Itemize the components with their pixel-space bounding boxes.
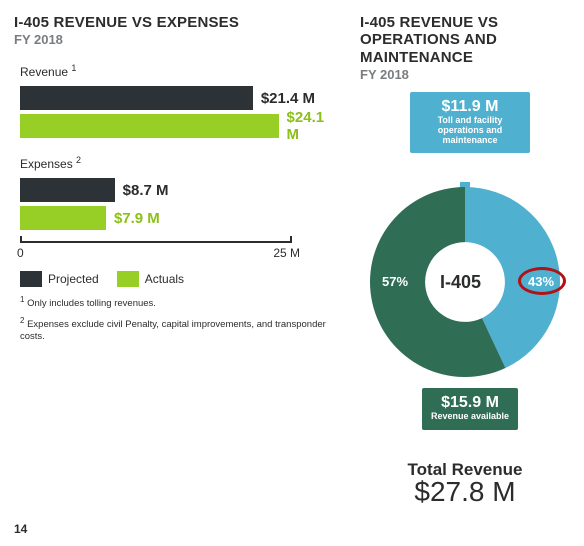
bar-chart-panel: I-405 REVENUE VS EXPENSES FY 2018 Revenu… bbox=[14, 14, 340, 512]
bar-value-label: $8.7 M bbox=[123, 182, 169, 199]
bar-groups: Revenue 1 $21.4 M $24.1 M Expenses 2 $8.7 M $… bbox=[14, 63, 340, 231]
callout-ops-desc: Toll and facility operations and mainten… bbox=[414, 116, 526, 146]
axis-tick-min: 0 bbox=[17, 246, 24, 260]
bar-value-label: $7.9 M bbox=[114, 210, 160, 227]
bar-row: $8.7 M bbox=[20, 177, 340, 203]
donut-center-label: I-405 bbox=[440, 272, 481, 293]
callout-avail-value: $15.9 M bbox=[426, 394, 514, 412]
axis-tick-max: 25 M bbox=[273, 246, 300, 260]
pct-label-available: 57% bbox=[382, 274, 408, 289]
callout-avail-desc: Revenue available bbox=[426, 412, 514, 422]
footnote: 2 Expenses exclude civil Penalty, capita… bbox=[20, 316, 340, 343]
bar-row: $24.1 M bbox=[20, 113, 340, 139]
highlight-ring-icon bbox=[518, 267, 566, 295]
callout-ops: $11.9 M Toll and facility operations and… bbox=[410, 92, 530, 154]
bar-value-label: $24.1 M bbox=[287, 109, 340, 143]
bar-projected bbox=[20, 86, 253, 110]
total-revenue-value: $27.8 M bbox=[360, 476, 570, 508]
footnote: 1 Only includes tolling revenues. bbox=[20, 295, 340, 310]
right-title: I-405 REVENUE VS OPERATIONS AND MAINTENA… bbox=[360, 14, 570, 66]
group-label: Revenue 1 bbox=[20, 63, 340, 79]
donut-wrap: $11.9 M Toll and facility operations and… bbox=[360, 92, 570, 512]
group-label: Expenses 2 bbox=[20, 155, 340, 171]
bar-value-label: $21.4 M bbox=[261, 90, 315, 107]
legend-item: Projected bbox=[20, 271, 99, 287]
legend: Projected Actuals bbox=[20, 271, 340, 287]
footnotes: 1 Only includes tolling revenues. 2 Expen… bbox=[14, 295, 340, 343]
left-subtitle: FY 2018 bbox=[14, 32, 340, 47]
bar-actuals bbox=[20, 206, 106, 230]
left-title: I-405 REVENUE VS EXPENSES bbox=[14, 14, 340, 31]
legend-item: Actuals bbox=[117, 271, 184, 287]
bar-row: $21.4 M bbox=[20, 85, 340, 111]
donut-chart-panel: I-405 REVENUE VS OPERATIONS AND MAINTENA… bbox=[360, 14, 570, 512]
callout-available: $15.9 M Revenue available bbox=[422, 388, 518, 430]
callout-ops-value: $11.9 M bbox=[414, 98, 526, 116]
bar-actuals bbox=[20, 114, 279, 138]
bar-row: $7.9 M bbox=[20, 205, 340, 231]
right-subtitle: FY 2018 bbox=[360, 67, 570, 82]
page-number: 14 bbox=[14, 522, 27, 536]
bar-axis: 0 25 M bbox=[20, 241, 292, 261]
bar-projected bbox=[20, 178, 115, 202]
